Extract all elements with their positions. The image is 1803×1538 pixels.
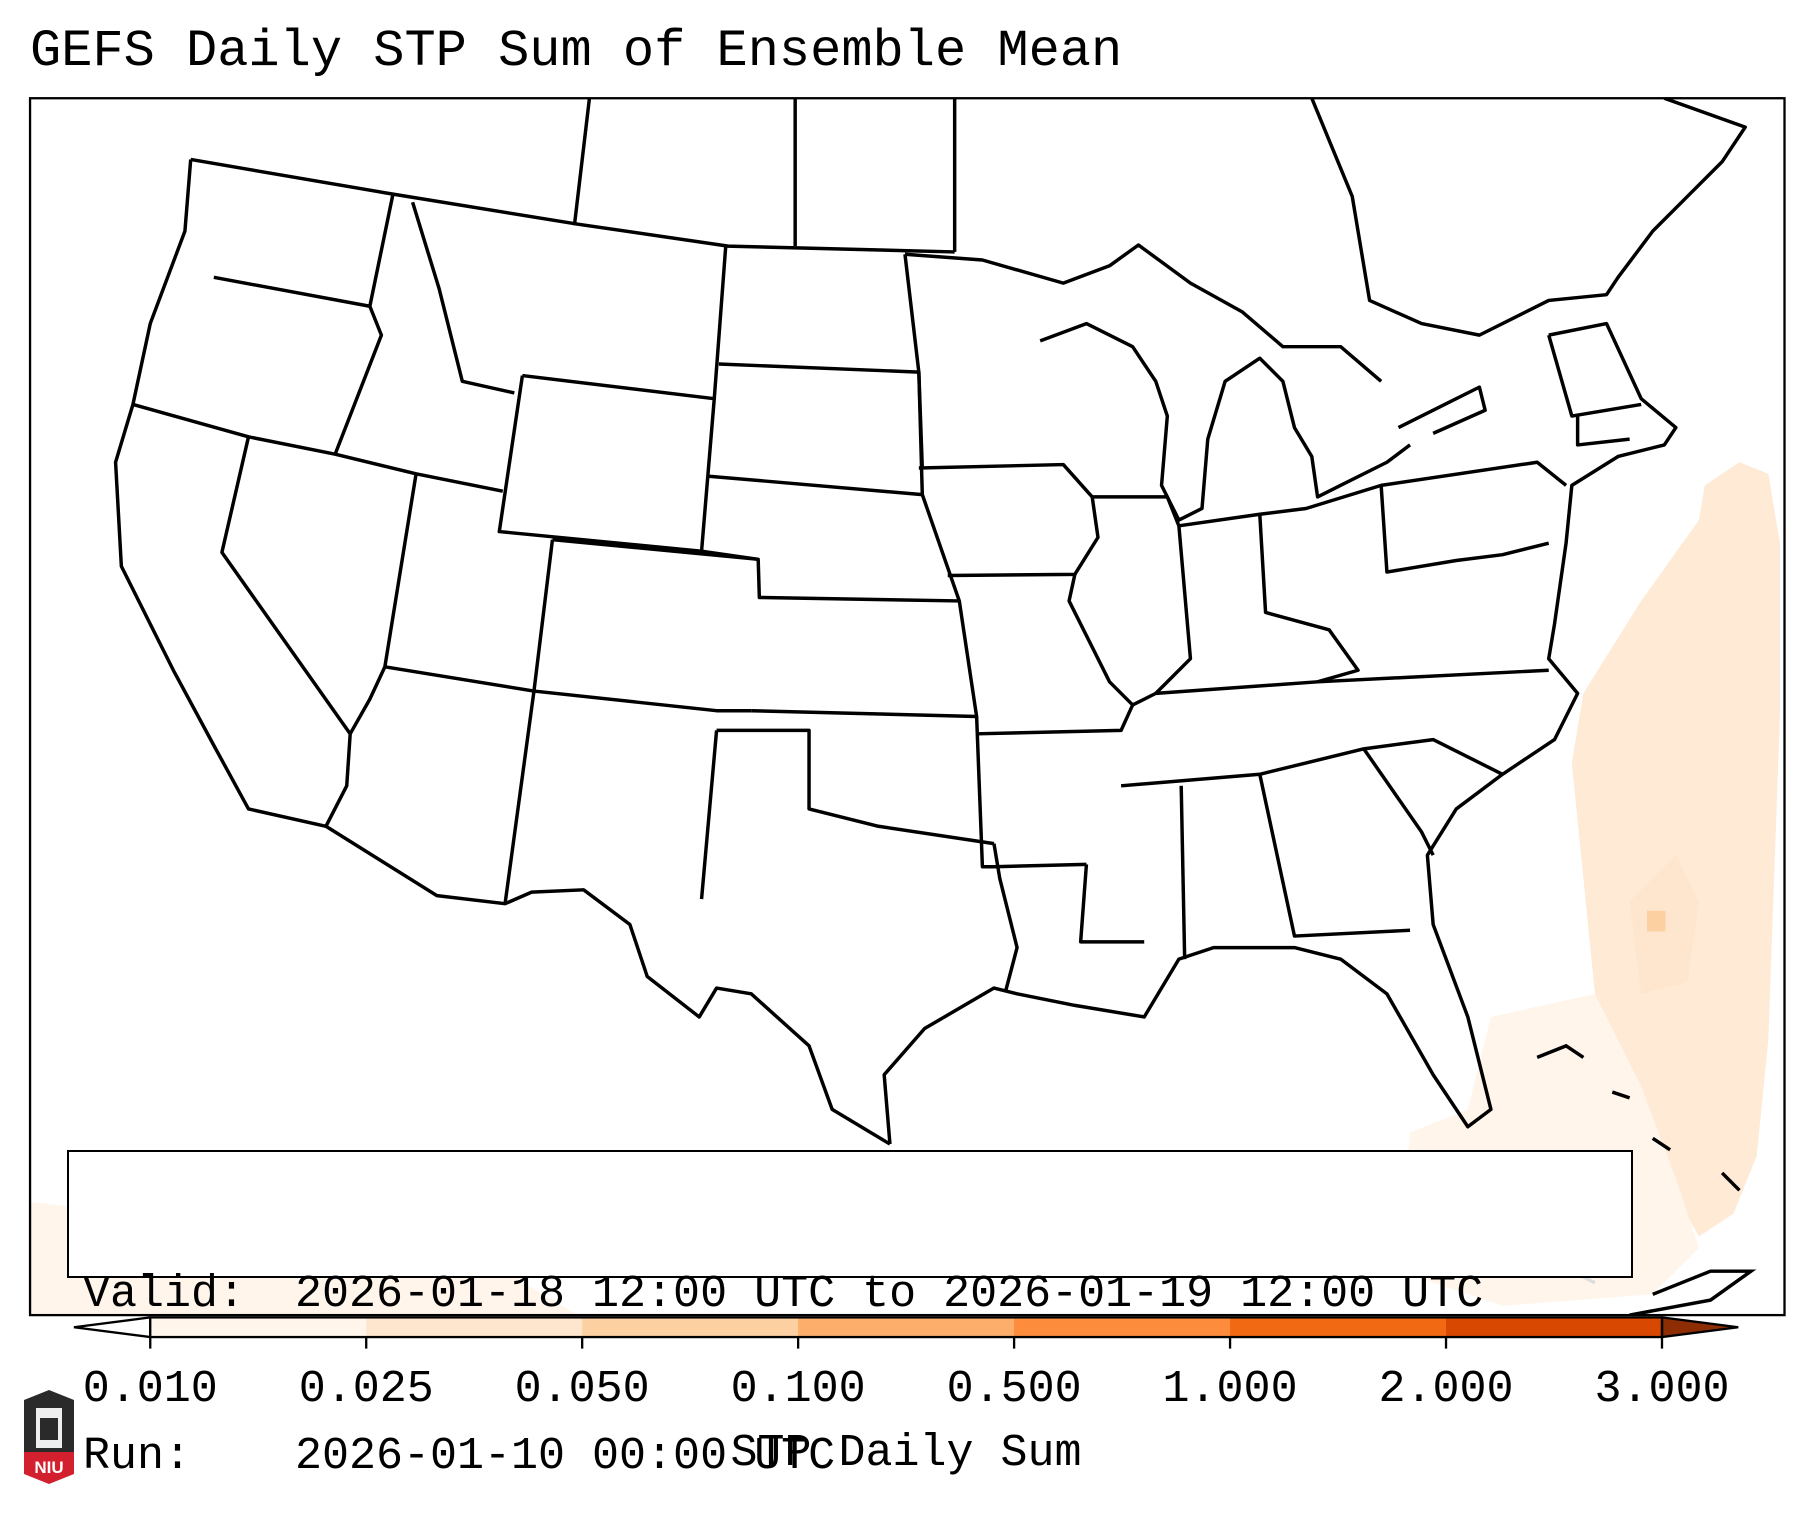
colorbar-segment [1014, 1317, 1231, 1338]
colorbar-tick-label: 1.000 [1162, 1364, 1298, 1415]
colorbar-label: STP Daily Sum [730, 1428, 1082, 1479]
colorbar-segment [150, 1317, 367, 1338]
valid-label: Valid: [83, 1269, 246, 1320]
colorbar-segment [582, 1317, 799, 1338]
logo-text: NIU [34, 1458, 63, 1477]
colorbar-segment [1230, 1317, 1447, 1338]
niu-logo: NIU [24, 1390, 74, 1484]
valid-value: 2026-01-18 12:00 UTC to 2026-01-19 12:00… [295, 1269, 1484, 1320]
colorbar-tick-label: 0.500 [946, 1364, 1082, 1415]
colorbar [73, 1316, 1739, 1349]
state-boundaries [113, 98, 1747, 1146]
colorbar-tick-label: 2.000 [1378, 1364, 1514, 1415]
colorbar-segment [798, 1317, 1015, 1338]
map-frame [28, 97, 1786, 1317]
colorbar-tick-label: 0.025 [298, 1364, 434, 1415]
colorbar-outline [149, 1316, 1664, 1339]
colorbar-segment [366, 1317, 583, 1338]
colorbar-tick-label: 0.010 [82, 1364, 218, 1415]
colorbar-tick-label: 0.100 [730, 1364, 866, 1415]
colorbar-tick-label: 3.000 [1594, 1364, 1730, 1415]
colorbar-over-extend [1660, 1316, 1739, 1339]
colorbar-segment [1446, 1317, 1663, 1338]
valid-run-box: Valid: 2026-01-18 12:00 UTC to 2026-01-19… [67, 1150, 1633, 1482]
map-title: GEFS Daily STP Sum of Ensemble Mean [30, 22, 1123, 81]
run-value: 2026-01-10 00:00 UTC [295, 1431, 836, 1482]
run-label: Run: [83, 1431, 192, 1482]
colorbar-tick-label: 0.050 [514, 1364, 650, 1415]
